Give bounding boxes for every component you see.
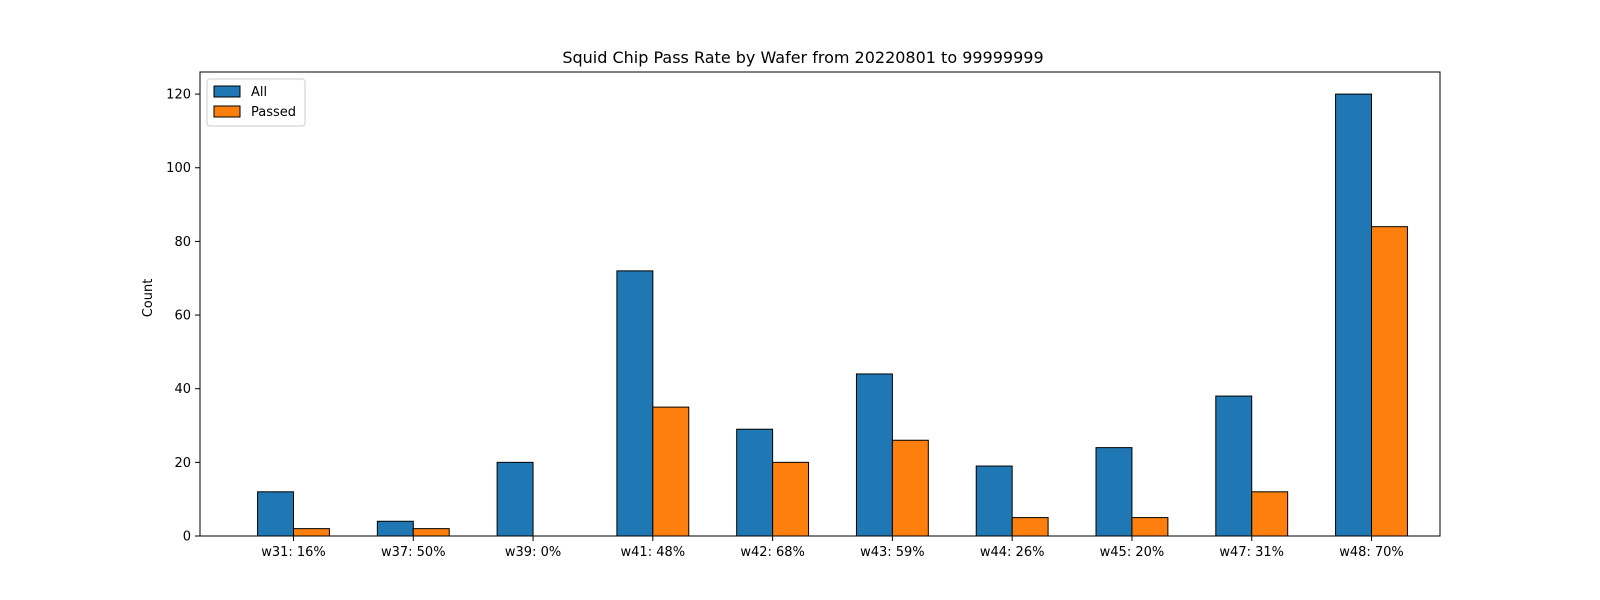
x-tick-label-3: w41: 48% xyxy=(621,545,686,560)
y-axis-label: Count xyxy=(141,279,156,318)
bars-group xyxy=(257,93,1408,537)
bar-passed-1 xyxy=(412,528,450,537)
bar-all-3 xyxy=(616,270,654,537)
y-tick-label-0: 0 xyxy=(183,530,191,545)
bar-passed-9 xyxy=(1371,226,1408,537)
legend-swatch-passed xyxy=(213,105,241,118)
x-tick-label-4: w42: 68% xyxy=(740,545,805,560)
bar-passed-3 xyxy=(652,406,690,537)
bar-passed-6 xyxy=(1011,517,1049,537)
bar-all-4 xyxy=(736,428,774,537)
bar-passed-5 xyxy=(891,439,929,537)
plot-frame xyxy=(199,71,1441,537)
x-tick-label-1: w37: 50% xyxy=(381,545,446,560)
y-tick-label-6: 120 xyxy=(166,88,191,103)
bar-all-2 xyxy=(496,461,534,537)
x-tick-label-0: w31: 16% xyxy=(261,545,326,560)
bar-all-5 xyxy=(855,373,893,537)
bar-passed-4 xyxy=(772,461,810,537)
bar-all-6 xyxy=(975,465,1013,537)
y-tick-label-1: 20 xyxy=(174,456,191,471)
x-tick-label-2: w39: 0% xyxy=(505,545,561,560)
x-tick-label-6: w44: 26% xyxy=(980,545,1045,560)
legend-label-all: All xyxy=(251,85,267,100)
bar-all-0 xyxy=(257,491,295,537)
bar-all-1 xyxy=(376,520,414,537)
x-axis: w31: 16% w37: 50% w39: 0% w41: 48% w42: 68% w… xyxy=(261,536,1404,560)
y-tick-label-2: 40 xyxy=(174,382,191,397)
bar-all-8 xyxy=(1215,395,1253,537)
chart-title: Squid Chip Pass Rate by Wafer from 20220… xyxy=(562,48,1043,67)
legend: All Passed xyxy=(206,78,306,127)
legend-label-passed: Passed xyxy=(251,105,296,120)
y-axis: 0 20 40 60 80 100 120 xyxy=(166,88,200,545)
bar-all-9 xyxy=(1335,93,1372,537)
bar-passed-0 xyxy=(293,528,330,537)
x-tick-label-5: w43: 59% xyxy=(860,545,925,560)
legend-swatch-all xyxy=(213,85,241,98)
y-tick-label-4: 80 xyxy=(174,235,191,250)
x-tick-label-8: w47: 31% xyxy=(1219,545,1284,560)
bar-passed-8 xyxy=(1251,491,1289,537)
y-tick-label-5: 100 xyxy=(166,161,191,176)
bar-all-7 xyxy=(1095,447,1133,537)
bar-passed-7 xyxy=(1131,517,1169,537)
x-tick-label-9: w48: 70% xyxy=(1339,545,1404,560)
x-tick-label-7: w45: 20% xyxy=(1100,545,1165,560)
y-tick-label-3: 60 xyxy=(174,309,191,324)
